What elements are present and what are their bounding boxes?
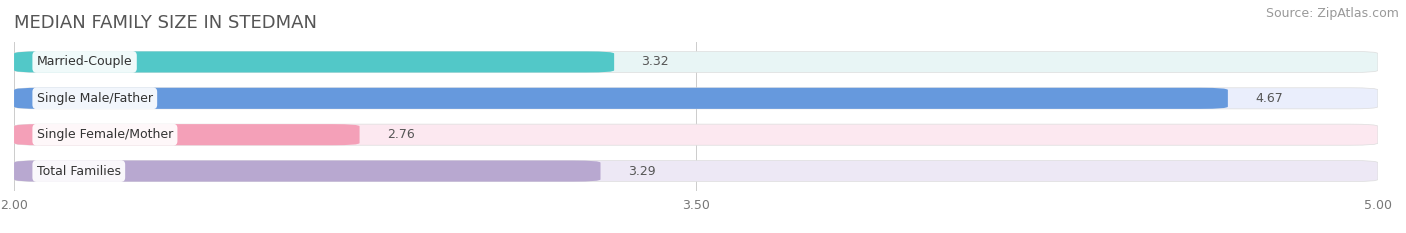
Text: Single Female/Mother: Single Female/Mother: [37, 128, 173, 141]
FancyBboxPatch shape: [14, 51, 614, 72]
Text: Total Families: Total Families: [37, 164, 121, 178]
FancyBboxPatch shape: [14, 161, 1378, 182]
Text: Married-Couple: Married-Couple: [37, 55, 132, 69]
FancyBboxPatch shape: [14, 88, 1378, 109]
Text: 3.29: 3.29: [627, 164, 655, 178]
FancyBboxPatch shape: [14, 51, 1378, 72]
FancyBboxPatch shape: [14, 88, 1227, 109]
Text: 2.76: 2.76: [387, 128, 415, 141]
Text: 4.67: 4.67: [1256, 92, 1282, 105]
Text: MEDIAN FAMILY SIZE IN STEDMAN: MEDIAN FAMILY SIZE IN STEDMAN: [14, 14, 318, 32]
FancyBboxPatch shape: [14, 124, 1378, 145]
Text: Source: ZipAtlas.com: Source: ZipAtlas.com: [1265, 7, 1399, 20]
Text: Single Male/Father: Single Male/Father: [37, 92, 153, 105]
FancyBboxPatch shape: [14, 161, 600, 182]
Text: 3.32: 3.32: [641, 55, 669, 69]
FancyBboxPatch shape: [14, 124, 360, 145]
